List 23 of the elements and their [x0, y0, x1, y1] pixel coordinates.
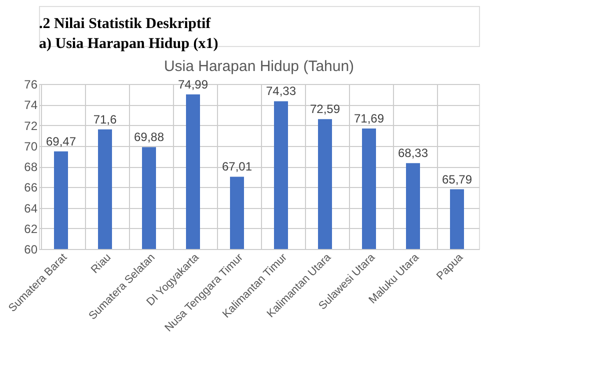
y-tick-label: 76	[24, 78, 38, 92]
data-label: 67,01	[222, 160, 252, 174]
data-label: 71,6	[93, 112, 117, 126]
y-tick-label: 70	[24, 139, 38, 154]
y-tick-label: 62	[24, 222, 38, 236]
chart-title: Usia Harapan Hidup (Tahun)	[164, 58, 354, 75]
x-tick-label: Riau	[89, 252, 114, 276]
data-label: 69,47	[46, 134, 76, 148]
data-label: 72,59	[310, 102, 340, 116]
text: .2 Nilai Statistik Deskriptif	[39, 16, 212, 32]
y-tick-label: 64	[24, 201, 38, 216]
data-label: 74,33	[266, 84, 296, 98]
data-label: 68,33	[398, 146, 428, 160]
data-label: 74,99	[178, 77, 208, 92]
data-label: 65,79	[442, 172, 472, 186]
data-label: 71,69	[354, 111, 384, 126]
y-tick-label: 66	[24, 180, 38, 195]
y-tick-label: 74	[24, 98, 38, 112]
data-label: 69,88	[134, 130, 164, 144]
y-tick-label: 68	[24, 160, 38, 174]
text: a) Usia Harapan Hidup (x1)	[39, 36, 218, 52]
y-tick-label: 72	[24, 118, 38, 133]
y-tick-label: 60	[24, 242, 38, 256]
